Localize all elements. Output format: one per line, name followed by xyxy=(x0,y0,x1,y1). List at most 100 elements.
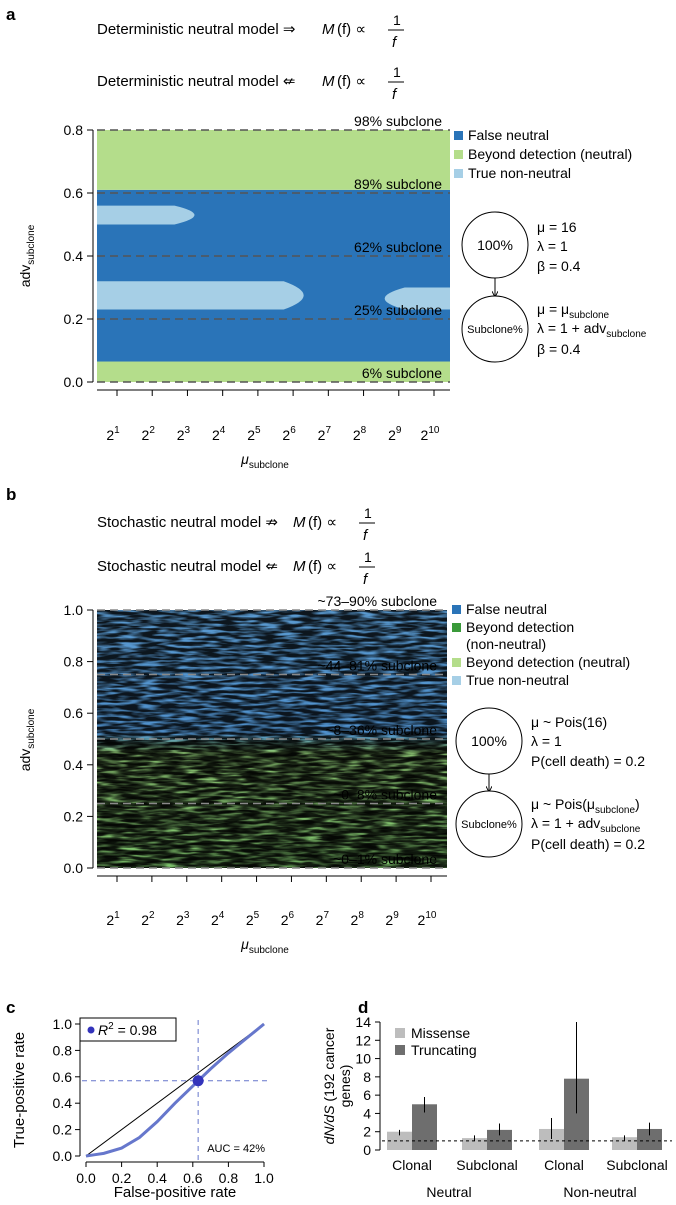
diagram-b: 100% Subclone% μ ~ Pois(16) λ = 1 P(cell… xyxy=(455,707,645,858)
heatmap-b-ref-label-2: ~8–36% subclone xyxy=(325,722,437,738)
heatmap-b-y-axis-label: advsubclone xyxy=(17,708,37,771)
roc-point xyxy=(192,1075,204,1087)
dnds-legend-label-0: Missense xyxy=(411,1025,470,1041)
roc-y-tick-label-1: 0.2 xyxy=(53,1122,73,1138)
heatmap-b-x-tick-label-8: 29 xyxy=(385,910,399,928)
dnds-y-tick-label-0: 0 xyxy=(363,1142,371,1158)
heatmap-b-x-tick-label-4: 25 xyxy=(246,910,260,928)
heatmap-a-x-tick-label-2: 23 xyxy=(177,425,191,443)
claim-b-1-num: 1 xyxy=(364,505,372,521)
heatmap-a-x-tick-label-9: 210 xyxy=(421,425,440,443)
dnds-legend-swatch-0 xyxy=(395,1028,405,1038)
roc-legend-r2: R2 = 0.98 xyxy=(98,1021,157,1038)
heatmap-b-x-tick-label-6: 27 xyxy=(316,910,330,928)
legend-b-label-1: Beyond detection xyxy=(466,619,574,635)
legend-a-label-2: True non-neutral xyxy=(468,165,571,181)
heatmap-b-y-tick-label-3: 0.6 xyxy=(64,705,84,721)
dnds-y-tick-label-3: 6 xyxy=(363,1087,371,1103)
heatmap-a: 6% subclone 25% subclone 62% subclone 89% s… xyxy=(97,113,450,383)
diagram-a-child-lambda: λ = 1 + advsubclone xyxy=(537,320,647,340)
roc-y-tick-label-5: 1.0 xyxy=(53,1016,73,1032)
heatmap-b-x-tick-label-1: 22 xyxy=(141,910,155,928)
heatmap-a-x-tick-label-8: 29 xyxy=(388,425,402,443)
diagram-b-child-mu: μ ~ Pois(μsubclone) xyxy=(531,796,640,816)
claim-1-f: (f) ∝ xyxy=(337,21,366,38)
roc-y-tick-label-2: 0.4 xyxy=(53,1095,73,1111)
claim-b-2-M: M xyxy=(293,558,306,575)
legend-a-swatch-2 xyxy=(454,169,463,178)
dnds-legend-swatch-1 xyxy=(395,1045,405,1055)
heatmap-b-ref-label-4: ~73–90% subclone xyxy=(318,593,438,609)
heatmap-b-ref-label-3: ~44–81% subclone xyxy=(318,658,438,674)
diagram-a-node-child xyxy=(461,295,529,363)
diagram-b-child-lambda: λ = 1 + advsubclone xyxy=(531,815,641,835)
heatmap-a-x-tick-label-7: 28 xyxy=(353,425,367,443)
roc-x-tick-label-2: 0.4 xyxy=(147,1170,167,1186)
legend-b-label-1-line2: (non-neutral) xyxy=(466,636,546,652)
claim-b-1: Stochastic neutral model ⇏ M (f) ∝ 1 f xyxy=(97,505,375,544)
claim-b-1-M: M xyxy=(293,514,306,531)
panel-b-label: b xyxy=(6,485,16,504)
panel-c: c 0.0 0.2 0.4 0.6 0.8 1.0 0.0 0.2 0.4 0.6 0.8 1.0 Fa… xyxy=(6,998,274,1201)
diagram-b-param-mu: μ ~ Pois(16) xyxy=(531,714,607,730)
dnds-y-tick-label-7: 14 xyxy=(355,1014,371,1030)
heatmap-b-x-tick-label-3: 24 xyxy=(211,910,225,928)
heatmap-b-ref-label-1: ~0–8% subclone xyxy=(333,787,437,803)
heatmap-a-ref-label-1: 25% subclone xyxy=(354,302,442,318)
heatmap-b-x-tick-label-0: 21 xyxy=(106,910,120,928)
diagram-b-node-parent-label: 100% xyxy=(471,733,507,749)
roc-x-tick-label-3: 0.6 xyxy=(183,1170,203,1186)
diagram-a-param-mu: μ = 16 xyxy=(537,219,577,235)
dnds-group-label-1: Non-neutral xyxy=(563,1184,636,1200)
heatmap-a-patch-0 xyxy=(97,205,195,225)
diagram-b-param-death: P(cell death) = 0.2 xyxy=(531,753,645,769)
heatmap-a-ref-label-3: 89% subclone xyxy=(354,176,442,192)
heatmap-a-x-tick-label-3: 24 xyxy=(212,425,226,443)
claim-b-2-den: f xyxy=(363,571,369,588)
diagram-a-child-mu: μ = μsubclone xyxy=(537,301,610,321)
roc-curve xyxy=(85,1022,265,1158)
heatmap-b-y-tick-label-4: 0.8 xyxy=(64,654,84,670)
diagram-a-param-beta: β = 0.4 xyxy=(537,258,581,274)
diagram-a-param-lambda: λ = 1 xyxy=(537,238,568,254)
claim-b-2-f: (f) ∝ xyxy=(308,558,337,575)
legend-a-label-0: False neutral xyxy=(468,127,549,143)
heatmap-b-axes: 0.0 0.2 0.4 0.6 0.8 1.0 21 22 23 24 25 26 27 28 29 210 μ… xyxy=(17,602,447,956)
heatmap-b-x-tick-label-7: 28 xyxy=(351,910,365,928)
claim-2-den: f xyxy=(392,86,398,103)
roc-legend-marker xyxy=(87,1026,95,1034)
claim-2: Deterministic neutral model ⇍ M (f) ∝ 1 … xyxy=(97,64,404,103)
heatmap-a-x-axis-label: μsubclone xyxy=(240,451,289,471)
dnds-group-label-0: Neutral xyxy=(426,1184,471,1200)
heatmap-b-y-tick-label-1: 0.2 xyxy=(64,808,84,824)
heatmap-a-y-tick-label-3: 0.6 xyxy=(64,185,84,201)
claim-b-2: Stochastic neutral model ⇍ M (f) ∝ 1 f xyxy=(97,549,375,588)
diagram-a-node-child-label: Subclone% xyxy=(467,324,523,336)
legend-b-swatch-3 xyxy=(452,676,461,685)
legend-b-label-2: Beyond detection (neutral) xyxy=(466,654,630,670)
dnds-category-label-1: Subclonal xyxy=(456,1157,518,1173)
heatmap-b-y-tick-label-2: 0.4 xyxy=(64,757,84,773)
claim-b-2-text: Stochastic neutral model ⇍ xyxy=(97,558,278,575)
claim-b-1-text: Stochastic neutral model ⇏ xyxy=(97,514,278,531)
heatmap-b-x-tick-label-5: 26 xyxy=(281,910,295,928)
heatmap-b-y-tick-label-0: 0.0 xyxy=(64,860,84,876)
panel-a: a Deterministic neutral model ⇒ M (f) ∝ … xyxy=(6,5,647,471)
claim-b-1-den: f xyxy=(363,527,369,544)
roc-chart: 0.0 0.2 0.4 0.6 0.8 1.0 0.0 0.2 0.4 0.6 0.8 1.0 Fals… xyxy=(11,1016,274,1201)
heatmap-a-x-tick-label-4: 25 xyxy=(247,425,261,443)
dnds-y-tick-label-5: 10 xyxy=(355,1051,371,1067)
heatmap-a-x-tick-label-0: 21 xyxy=(106,425,120,443)
heatmap-b-legend: False neutral Beyond detection(non-neutra… xyxy=(452,601,630,688)
heatmap-a-band-2 xyxy=(97,130,450,190)
heatmap-b-x-axis-label: μsubclone xyxy=(240,936,289,956)
heatmap-a-x-tick-label-1: 22 xyxy=(142,425,156,443)
heatmap-a-y-axis-label: advsubclone xyxy=(17,224,37,287)
legend-b-label-0: False neutral xyxy=(466,601,547,617)
diagram-b-param-lambda: λ = 1 xyxy=(531,733,562,749)
claim-b-2-num: 1 xyxy=(364,549,372,565)
dnds-bar-chart: 0 2 4 6 8 10 12 14 dN/dS (192 cancer genes) Clonal… xyxy=(321,1014,672,1200)
claim-2-M: M xyxy=(322,73,335,90)
heatmap-a-y-tick-label-1: 0.2 xyxy=(64,311,84,327)
